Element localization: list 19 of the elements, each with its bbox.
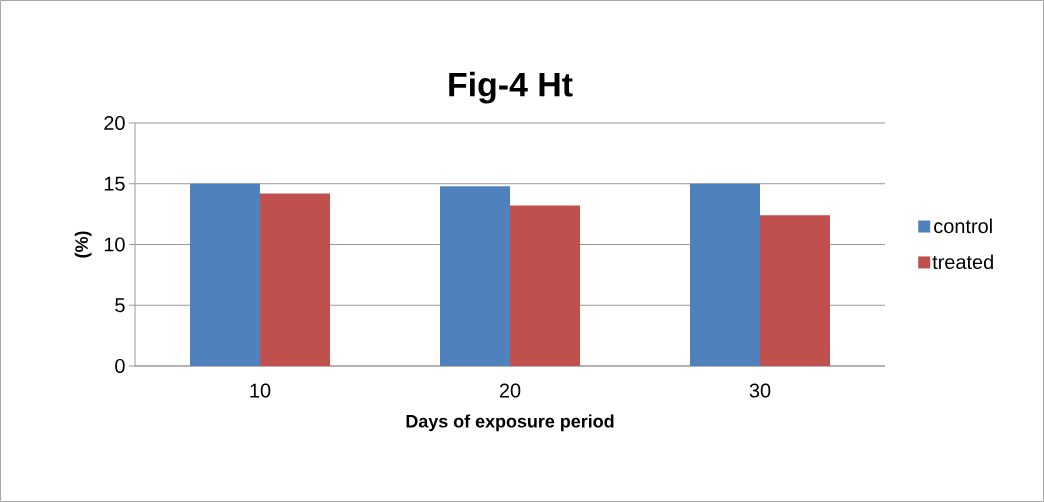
y-tick-label: 5 [115,298,125,313]
bar [760,215,831,366]
bar [690,183,761,366]
bar [510,205,581,366]
legend-label: treated [932,254,993,270]
y-tick-label: 10 [104,237,125,252]
bar [260,193,331,366]
bar [440,186,511,366]
x-tick-label: 10 [250,383,271,398]
x-tick-label: 20 [499,383,521,398]
y-tick-label: 15 [104,176,125,191]
x-tick-label: 30 [749,383,771,398]
legend-label: control [934,218,992,234]
y-tick-label: 0 [115,358,125,374]
y-axis-title: (%) [74,231,92,258]
bar [190,183,261,366]
chart-title: Fig-4 Ht [449,71,573,104]
x-axis-title: Days of exposure period [406,414,614,432]
y-tick-label: 20 [104,115,125,131]
